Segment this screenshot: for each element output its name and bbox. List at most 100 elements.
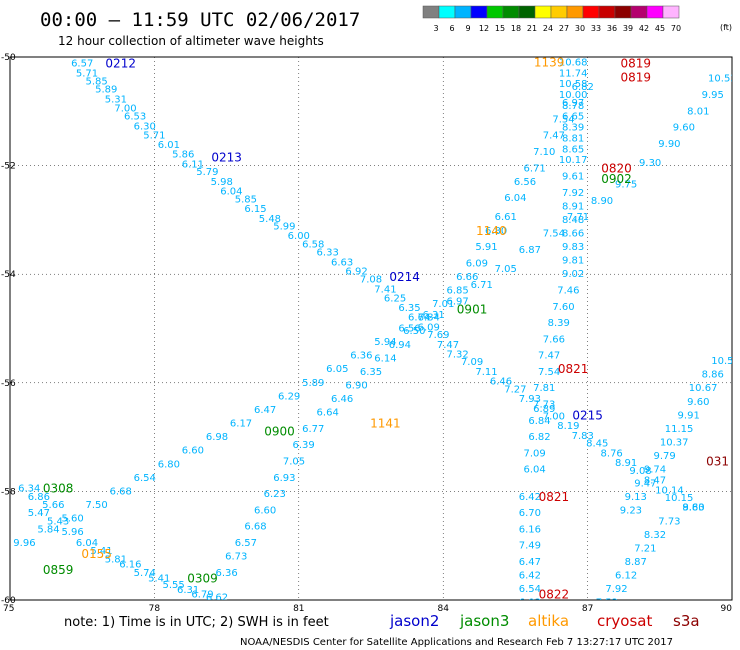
wave-height-value: 6.01 bbox=[158, 140, 180, 151]
wave-height-value: 6.92 bbox=[345, 266, 367, 277]
wave-height-value: 7.66 bbox=[543, 334, 565, 345]
wave-height-value: 7.00 bbox=[543, 411, 565, 422]
wave-height-value: 5.55 bbox=[163, 580, 185, 591]
wave-height-value: 6.82 bbox=[528, 432, 550, 443]
wave-height-value: 6.54 bbox=[519, 584, 541, 595]
wave-height-value: 10.17 bbox=[559, 155, 588, 166]
color-scale-swatch bbox=[566, 5, 584, 19]
wave-height-value: 6.34 bbox=[18, 484, 40, 495]
wave-height-value: 6.61 bbox=[495, 212, 517, 223]
wave-height-value: 5.98 bbox=[211, 177, 233, 188]
pass-time-labels: 0212021302140215080608050901090009020308… bbox=[43, 55, 729, 602]
wave-height-value: 5.85 bbox=[86, 76, 108, 87]
wave-height-value: 6.93 bbox=[273, 473, 295, 484]
wave-height-value: 8.60 bbox=[682, 503, 704, 514]
wave-height-value: 5.43 bbox=[47, 516, 69, 527]
wave-height-value: 9.83 bbox=[682, 503, 704, 514]
wave-height-value: 6.11 bbox=[182, 160, 204, 171]
wave-height-value: 8.66 bbox=[562, 228, 584, 239]
wave-height-value: 7.47 bbox=[538, 351, 560, 362]
x-tick-label: 84 bbox=[437, 604, 449, 614]
wave-height-value: 7.49 bbox=[519, 541, 541, 552]
wave-height-value: 8.39 bbox=[562, 123, 584, 134]
wave-height-value: 6.50 bbox=[403, 326, 425, 337]
color-scale-swatch bbox=[454, 5, 472, 19]
wave-height-value: 6.47 bbox=[254, 405, 276, 416]
color-scale-swatch bbox=[470, 5, 488, 19]
color-scale-swatch bbox=[534, 5, 552, 19]
color-scale-swatch bbox=[550, 5, 568, 19]
pass-time-label: 0822 bbox=[539, 588, 570, 602]
wave-height-value: 8.76 bbox=[601, 448, 623, 459]
wave-height-value: 10.00 bbox=[559, 90, 588, 101]
color-scale-swatch bbox=[502, 5, 520, 19]
wave-height-value: 7.92 bbox=[562, 188, 584, 199]
pass-time-label: 0900 bbox=[264, 425, 295, 439]
wave-height-value: 8.47 bbox=[644, 476, 666, 487]
pass-time-label: 1139 bbox=[534, 55, 565, 69]
color-scale-label: 42 bbox=[639, 24, 649, 33]
wave-height-value: 7.09 bbox=[461, 357, 483, 368]
satellite-name: cryosat bbox=[597, 612, 652, 630]
color-scale-label: 3 bbox=[433, 24, 438, 33]
wave-height-value: 6.86 bbox=[28, 492, 50, 503]
wave-height-value: 5.89 bbox=[302, 378, 324, 389]
color-scale-legend: 3 6 9 12 15 18 21 24 27 30 33 36 39 42 45 70 bbox=[422, 5, 681, 33]
wave-height-value: 7.54 bbox=[538, 367, 560, 378]
wave-height-value: 6.09 bbox=[466, 258, 488, 269]
wave-height-value: 7.69 bbox=[427, 330, 449, 341]
wave-height-value: 6.62 bbox=[206, 592, 228, 603]
wave-height-value: 11.74 bbox=[559, 68, 588, 79]
color-scale-swatch bbox=[486, 5, 504, 19]
wave-height-value: 6.68 bbox=[244, 522, 266, 533]
wave-height-value: 9.95 bbox=[702, 90, 724, 101]
wave-height-value: 8.86 bbox=[702, 370, 724, 381]
wave-height-value: 9.79 bbox=[653, 451, 675, 462]
wave-height-value: 7.60 bbox=[552, 302, 574, 313]
pass-time-label: 1141 bbox=[370, 417, 401, 431]
wave-height-value: 9.75 bbox=[615, 180, 637, 191]
wave-height-value: 6.57 bbox=[235, 538, 257, 549]
wave-height-value: 8.48 bbox=[562, 215, 584, 226]
color-scale-unit: (ft) bbox=[720, 23, 732, 32]
wave-height-value: 7.81 bbox=[533, 383, 555, 394]
wave-height-value: 6.87 bbox=[519, 245, 541, 256]
pass-time-label: 0309 bbox=[187, 571, 218, 585]
plot-frame bbox=[9, 56, 733, 601]
wave-height-value: 11.15 bbox=[665, 424, 694, 435]
pass-time-label: 0901 bbox=[457, 302, 488, 316]
wave-height-value: 6.98 bbox=[206, 432, 228, 443]
pass-time-label: 0902 bbox=[601, 172, 632, 186]
pass-time-label: 0212 bbox=[105, 57, 136, 71]
wave-height-value: 6.04 bbox=[504, 193, 526, 204]
wave-height-values: 6.575.715.855.895.317.006.536.305.716.01… bbox=[13, 57, 732, 636]
wave-height-value: 5.85 bbox=[235, 194, 257, 205]
wave-height-value: 7.41 bbox=[374, 284, 396, 295]
wave-height-value: 5.47 bbox=[28, 508, 50, 519]
satellite-name: s3a bbox=[673, 612, 700, 630]
wave-height-value: 6.68 bbox=[110, 486, 132, 497]
wave-height-value: 6.00 bbox=[288, 231, 310, 242]
wave-height-value: 6.97 bbox=[447, 296, 469, 307]
wave-height-value: 5.95 bbox=[576, 625, 598, 636]
wave-height-value: 6.31 bbox=[422, 310, 444, 321]
wave-height-value: 7.73 bbox=[533, 400, 555, 411]
wave-height-value: 9.02 bbox=[562, 269, 584, 280]
wave-height-value: 6.30 bbox=[134, 122, 156, 133]
wave-height-value: 9.81 bbox=[562, 256, 584, 267]
wave-height-value: 7.01 bbox=[432, 299, 454, 310]
wave-height-value: 9.74 bbox=[644, 465, 666, 476]
x-tick-label: 87 bbox=[582, 604, 593, 614]
wave-height-value: 10.15 bbox=[665, 493, 694, 504]
wave-height-value: 9.90 bbox=[658, 139, 680, 150]
wave-height-value: 7.54 bbox=[552, 114, 574, 125]
pass-time-label: 031 bbox=[706, 455, 729, 469]
wave-height-value: 6.84 bbox=[418, 313, 440, 324]
wave-height-value: 9.13 bbox=[625, 492, 647, 503]
wave-height-value: 6.12 bbox=[615, 571, 637, 582]
wave-height-value: 9.96 bbox=[13, 538, 35, 549]
color-scale-swatch bbox=[630, 5, 648, 19]
x-tick-label: 81 bbox=[293, 604, 304, 614]
color-scale-label: 30 bbox=[575, 24, 585, 33]
wave-height-value: 8.87 bbox=[625, 557, 647, 568]
